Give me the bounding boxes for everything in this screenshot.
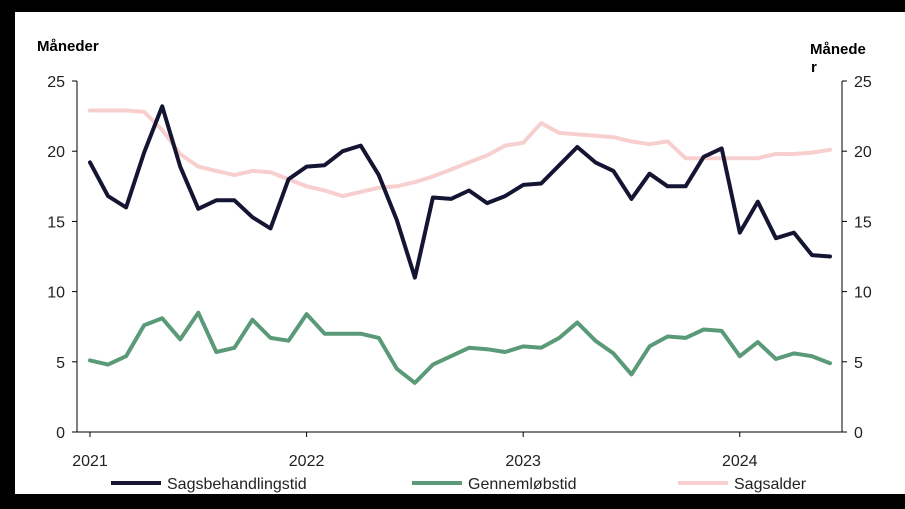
series-line-sagsalder [88, 108, 832, 199]
legend-label: Sagsbehandlingstid [167, 476, 307, 493]
right-axis-title-line1: Månede [810, 41, 866, 58]
left-tick-label: 25 [47, 74, 65, 91]
ticks: 0 0 5 5 10 10 15 15 20 20 25 25 2021 2022 2023 2024 [47, 74, 872, 470]
x-tick-label: 2021 [72, 453, 108, 470]
legend-label: Gennemløbstid [468, 476, 577, 493]
line-chart: Måneder Månede r 0 0 5 5 10 10 15 15 20 20 25 25 202… [37, 38, 872, 493]
axes: Måneder Månede r [37, 38, 866, 433]
right-tick-label: 25 [854, 74, 872, 91]
legend: Sagsbehandlingstid Gennemløbstid Sagsalder [111, 476, 807, 493]
x-tick-label: 2024 [722, 453, 758, 470]
series-line-genneml-bstid [88, 310, 832, 385]
left-axis-title: Måneder [37, 38, 99, 55]
left-tick-label: 15 [47, 214, 65, 231]
chart-frame: Måneder Månede r 0 0 5 5 10 10 15 15 20 20 25 25 202… [15, 12, 905, 494]
right-axis-title-line2: r [811, 59, 817, 76]
left-tick-label: 5 [56, 355, 65, 372]
right-tick-label: 5 [854, 355, 863, 372]
x-tick-label: 2023 [505, 453, 541, 470]
right-tick-label: 10 [854, 285, 872, 302]
right-tick-label: 0 [854, 425, 863, 442]
right-tick-label: 20 [854, 144, 872, 161]
right-tick-label: 15 [854, 214, 872, 231]
left-tick-label: 0 [56, 425, 65, 442]
x-tick-label: 2022 [289, 453, 325, 470]
legend-label: Sagsalder [734, 476, 807, 493]
left-tick-label: 20 [47, 144, 65, 161]
left-tick-label: 10 [47, 285, 65, 302]
series-lines [88, 104, 832, 385]
series-line-sagsbehandlingstid [88, 104, 832, 280]
